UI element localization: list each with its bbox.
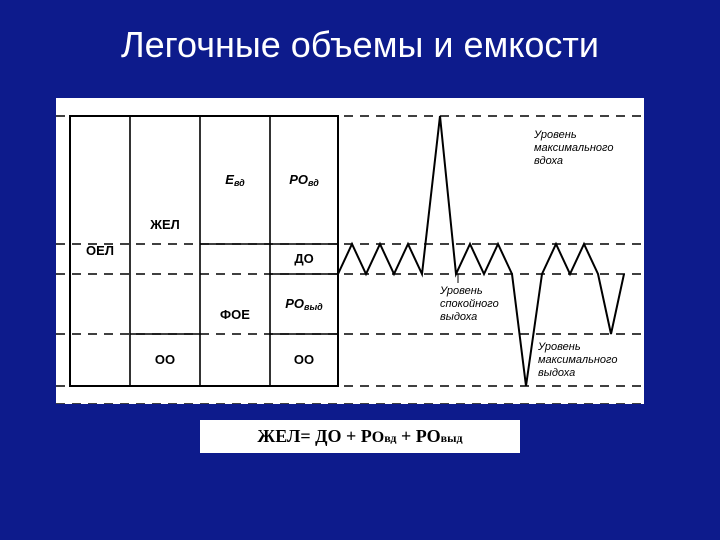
formula-p4: вд <box>384 431 396 445</box>
svg-text:ФОЕ: ФОЕ <box>220 307 250 322</box>
svg-text:ОЕЛ: ОЕЛ <box>86 243 114 258</box>
formula-p3: О <box>372 429 384 446</box>
svg-text:вдоха: вдоха <box>534 155 563 167</box>
svg-text:ОО: ОО <box>294 352 314 367</box>
svg-text:Уровень: Уровень <box>439 285 483 297</box>
formula: ЖЕЛ= ДО + РОвд + РОвыд <box>200 420 520 453</box>
formula-p2: = ДО + Р <box>300 426 371 446</box>
svg-text:спокойного: спокойного <box>440 298 499 310</box>
formula-p1: ЖЕЛ <box>257 426 300 446</box>
svg-text:ОО: ОО <box>155 352 175 367</box>
formula-p5: + РО <box>397 426 441 446</box>
svg-text:максимального: максимального <box>534 142 613 154</box>
lung-volumes-diagram: ОЕЛЖЕЛООЕвдФОЕРОвдДОРОвыдООУровеньмаксим… <box>56 98 644 404</box>
svg-text:Уровень: Уровень <box>533 129 577 141</box>
svg-text:ЖЕЛ: ЖЕЛ <box>149 217 180 232</box>
slide-title: Легочные объемы и емкости <box>0 24 720 66</box>
formula-p6: выд <box>441 431 463 445</box>
svg-text:максимального: максимального <box>538 354 617 366</box>
svg-text:выдоха: выдоха <box>538 367 575 379</box>
svg-text:выдоха: выдоха <box>440 311 477 323</box>
svg-text:ДО: ДО <box>294 251 313 266</box>
svg-text:Уровень: Уровень <box>537 341 581 353</box>
